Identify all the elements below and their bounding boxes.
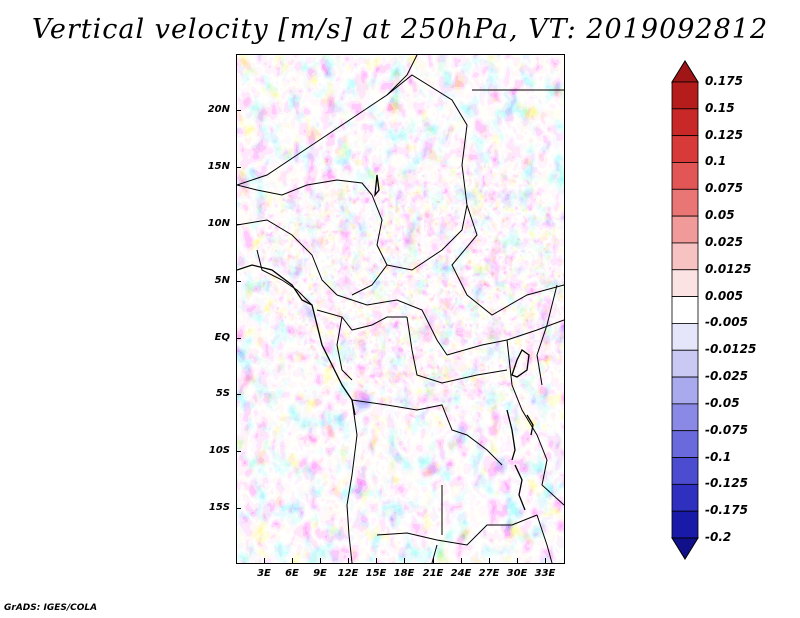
colorbar-swatch xyxy=(671,483,699,512)
colorbar-label: -0.2 xyxy=(705,530,732,544)
lat-label: 15S xyxy=(208,502,230,513)
colorbar-label: -0.0125 xyxy=(705,342,757,357)
colorbar-swatch xyxy=(671,510,699,539)
colorbar-swatch xyxy=(671,457,699,485)
colorbar-label: -0.1 xyxy=(705,449,732,464)
colorbar-swatch xyxy=(671,296,699,324)
lon-tick xyxy=(489,558,490,563)
lat-label: 5N xyxy=(214,275,230,286)
lon-label: 21E xyxy=(422,568,444,579)
colorbar-swatch xyxy=(671,349,699,378)
colorbar-label: 0.125 xyxy=(705,127,743,142)
lon-label: 33E xyxy=(534,568,556,579)
colorbar-swatch xyxy=(671,323,699,351)
colorbar-swatch xyxy=(671,403,699,432)
colorbar-label: 0.075 xyxy=(705,181,743,196)
colorbar-label: -0.075 xyxy=(705,422,748,437)
colorbar-swatch xyxy=(671,188,699,217)
lon-tick xyxy=(264,558,265,563)
lat-label: 10N xyxy=(207,218,230,229)
colorbar-label: 0.15 xyxy=(705,100,735,115)
velocity-field-map xyxy=(237,55,564,563)
colorbar-label: 0.025 xyxy=(705,234,743,249)
lat-label: 20N xyxy=(207,104,230,115)
colorbar-label: 0.175 xyxy=(705,74,743,88)
lon-label: 12E xyxy=(337,568,359,579)
colorbar-label: 0.1 xyxy=(705,154,727,169)
colorbar-label: 0.0125 xyxy=(705,261,752,276)
map-panel xyxy=(236,54,565,564)
colorbar-label: 0.05 xyxy=(705,208,735,223)
colorbar-top-arrow xyxy=(671,60,699,83)
colorbar-label: -0.05 xyxy=(705,395,740,410)
chart-title: Vertical velocity [m/s] at 250hPa, VT: 2… xyxy=(31,14,769,45)
country-borders xyxy=(237,55,564,563)
colorbar-label: -0.125 xyxy=(705,476,748,491)
colorbar-swatch xyxy=(671,81,699,110)
lon-tick xyxy=(517,558,518,563)
lon-label: 27E xyxy=(478,568,500,579)
lat-tick xyxy=(236,224,241,225)
colorbar xyxy=(671,60,699,560)
lon-tick xyxy=(461,558,462,563)
lat-tick xyxy=(236,338,241,339)
lon-label: 30E xyxy=(506,568,528,579)
lat-tick xyxy=(236,508,241,509)
lat-tick xyxy=(236,281,241,282)
lon-label: 15E xyxy=(365,568,387,579)
lon-label: 9E xyxy=(313,568,327,579)
lat-label: EQ xyxy=(214,332,230,343)
lon-tick xyxy=(292,558,293,563)
lon-tick xyxy=(376,558,377,563)
colorbar-swatch xyxy=(671,269,699,297)
lon-label: 18E xyxy=(393,568,415,579)
lon-tick xyxy=(433,558,434,563)
colorbar-bottom-arrow xyxy=(671,537,699,560)
lat-tick xyxy=(236,110,241,111)
colorbar-label: -0.005 xyxy=(705,315,748,330)
colorbar-label: 0.005 xyxy=(705,288,743,303)
lon-label: 3E xyxy=(257,568,271,579)
lat-tick xyxy=(236,451,241,452)
lat-label: 15N xyxy=(207,161,230,172)
credit-label: GrADS: IGES/COLA xyxy=(4,603,98,613)
lon-tick xyxy=(545,558,546,563)
colorbar-swatch xyxy=(671,430,699,458)
colorbar-label: -0.175 xyxy=(705,503,748,518)
colorbar-label: -0.025 xyxy=(705,369,748,384)
lon-tick xyxy=(348,558,349,563)
colorbar-swatch xyxy=(671,162,699,190)
colorbar-swatch xyxy=(671,135,699,163)
lon-tick xyxy=(320,558,321,563)
lat-tick xyxy=(236,167,241,168)
lon-label: 24E xyxy=(450,568,472,579)
coastlines xyxy=(237,174,534,511)
lon-label: 6E xyxy=(285,568,299,579)
colorbar-swatch xyxy=(671,108,699,137)
lat-label: 5S xyxy=(215,388,230,399)
lon-tick xyxy=(404,558,405,563)
lat-tick xyxy=(236,394,241,395)
lat-label: 10S xyxy=(208,445,230,456)
colorbar-swatch xyxy=(671,242,699,271)
colorbar-swatch xyxy=(671,215,699,244)
colorbar-swatch xyxy=(671,376,699,405)
